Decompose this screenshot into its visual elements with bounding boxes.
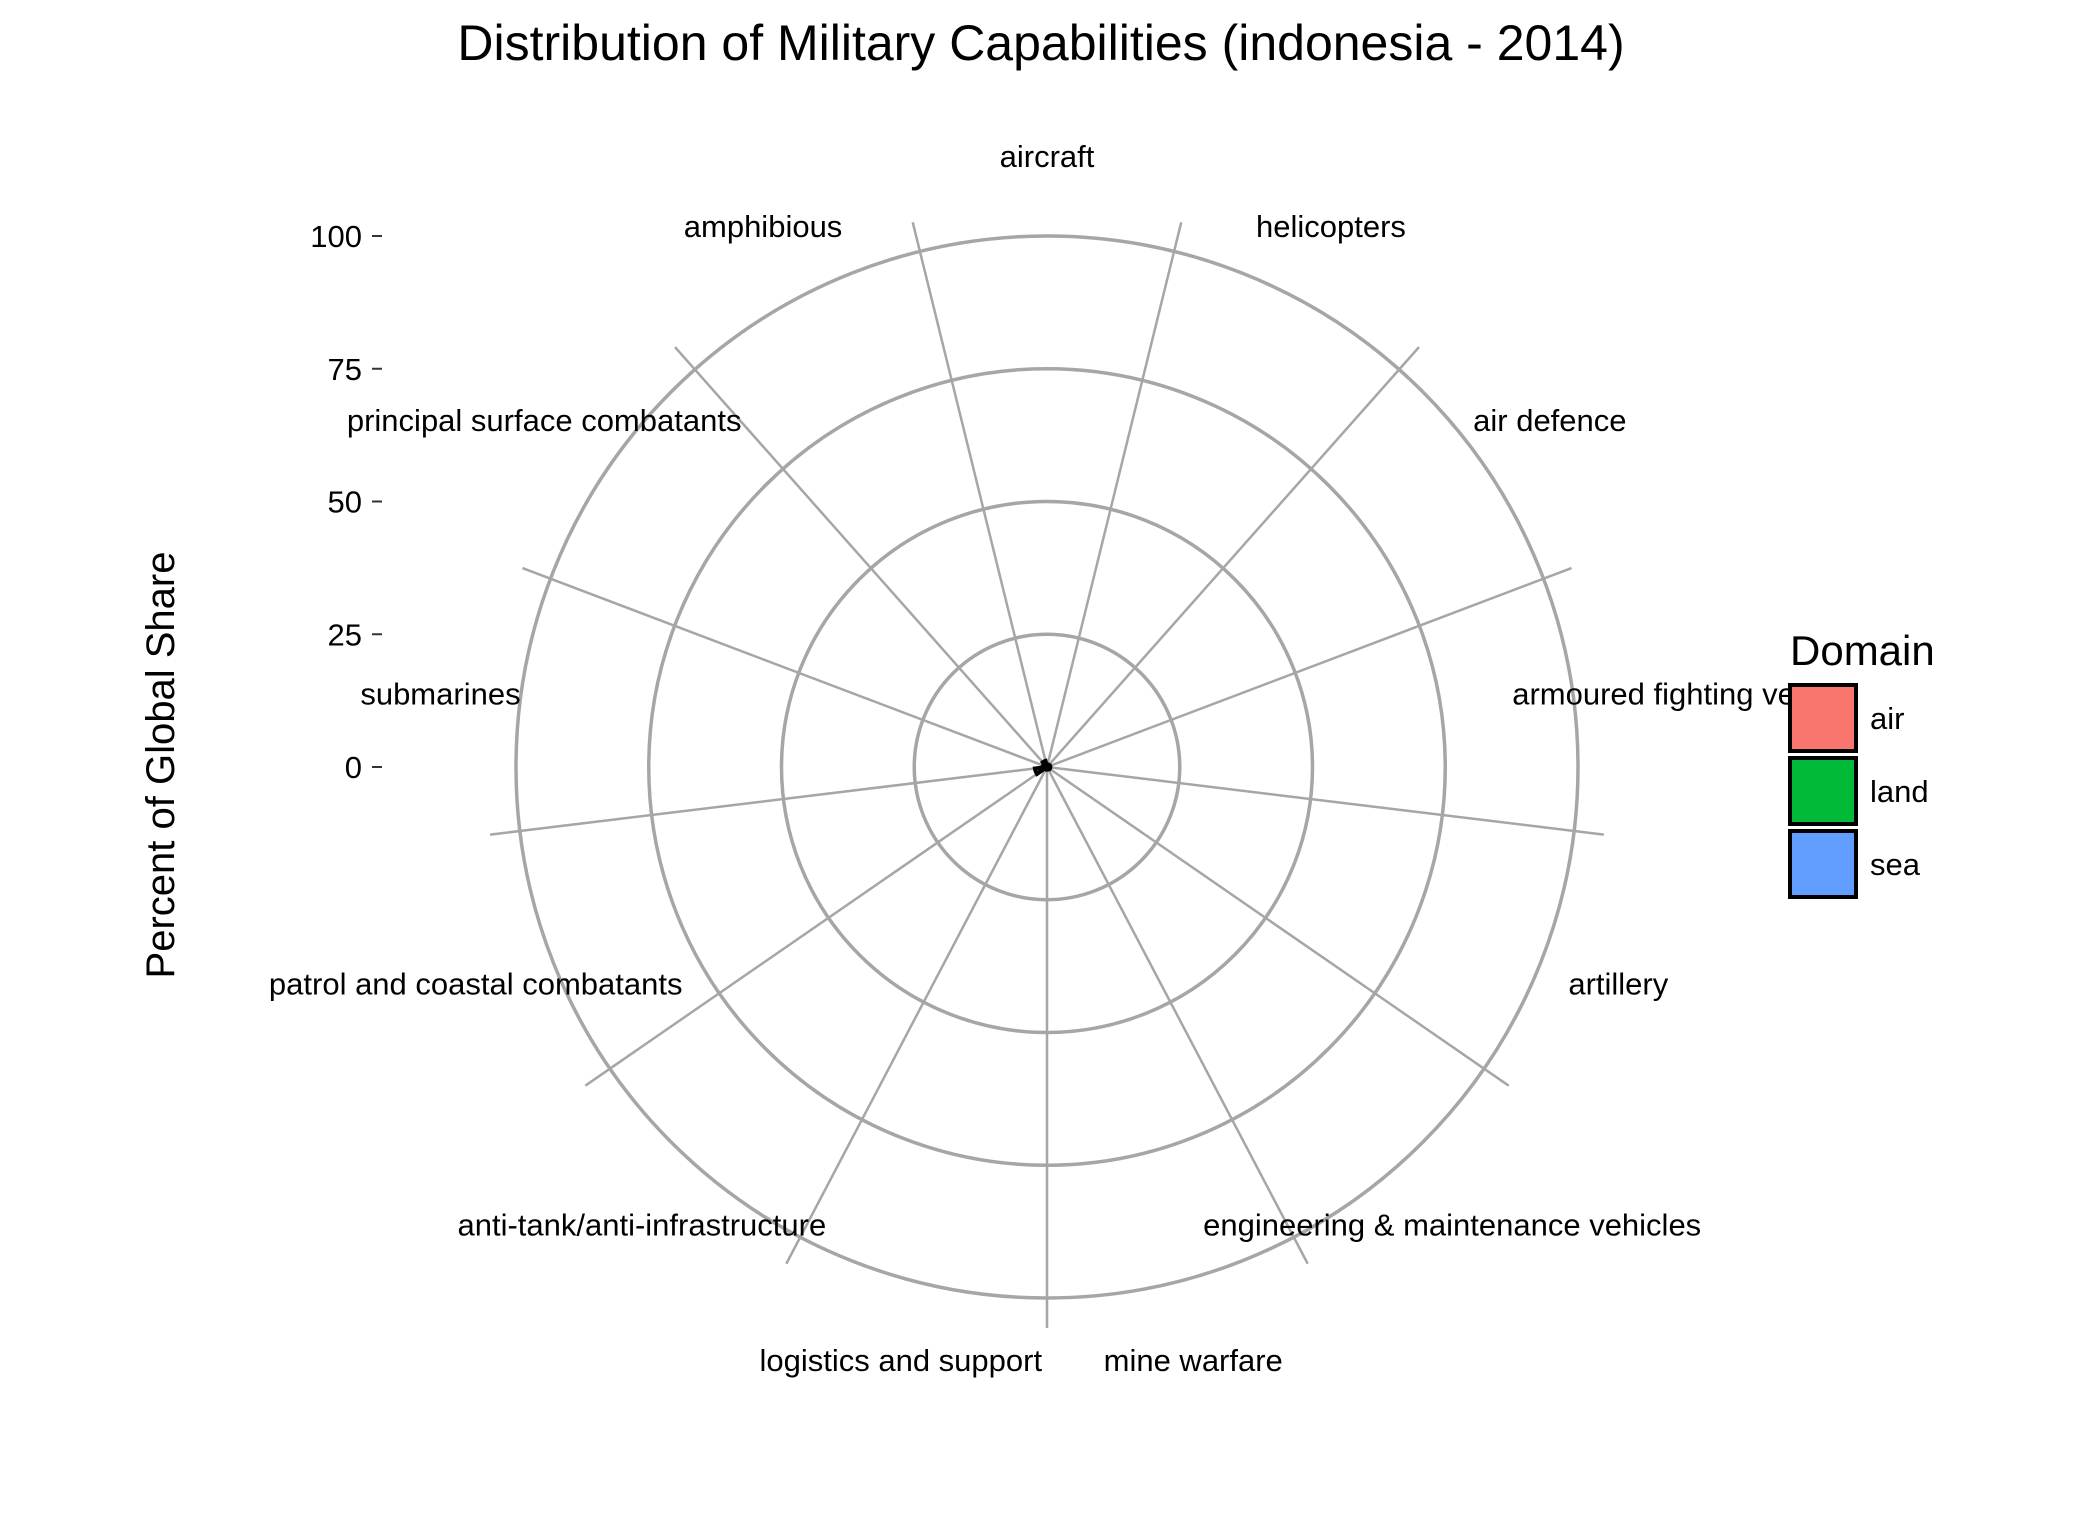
y-tick-label: 50 [328, 485, 362, 520]
bars [1032, 758, 1053, 777]
category-label: mine warfare [1104, 1343, 1283, 1378]
grid-spoke [522, 566, 1048, 769]
legend-title: Domain [1790, 627, 1935, 674]
legend-key-air [1788, 683, 1858, 753]
y-tick-label: 0 [345, 750, 362, 785]
grid-spoke [584, 765, 1048, 1087]
grid-spoke [1046, 566, 1572, 769]
category-label: patrol and coastal combatants [269, 967, 683, 1002]
legend: Domain air land sea [1788, 627, 1935, 899]
category-label: submarines [360, 676, 520, 711]
category-label: armoured fighting ve [1512, 676, 1795, 711]
category-label: engineering & maintenance vehicles [1203, 1207, 1701, 1242]
grid-spoke [1046, 346, 1420, 768]
category-label: aircraft [1000, 139, 1095, 174]
category-label: air defence [1473, 403, 1626, 438]
y-axis-label: Percent of Global Share [139, 552, 183, 979]
legend-label-air: air [1870, 701, 1904, 736]
grid-spoke [1045, 766, 1309, 1265]
category-label: anti-tank/anti-infrastructure [457, 1207, 826, 1242]
legend-key-land [1788, 756, 1858, 826]
legend-label-sea: sea [1870, 847, 1921, 882]
grid-spoke [1046, 765, 1510, 1087]
chart-title: Distribution of Military Capabilities (i… [457, 15, 1624, 71]
grid-spoke [489, 765, 1048, 836]
y-axis-ticks: 0 25 50 75 100 [310, 219, 382, 785]
polar-grid [489, 222, 1605, 1328]
y-tick-label: 100 [310, 219, 362, 254]
category-label: principal surface combatants [347, 403, 742, 438]
grid-spoke [1046, 765, 1605, 836]
grid-spoke [674, 346, 1048, 768]
bar-amphibious [1039, 758, 1049, 769]
category-labels: aircraft helicopters air defence armoured f… [269, 139, 1795, 1378]
grid-spoke [1045, 222, 1183, 768]
category-label: logistics and support [759, 1343, 1042, 1378]
category-label: helicopters [1256, 209, 1406, 244]
legend-label-land: land [1870, 774, 1929, 809]
category-label: amphibious [684, 209, 843, 244]
grid-spoke [911, 222, 1049, 768]
y-tick-label: 25 [328, 617, 362, 652]
category-label: artillery [1568, 967, 1668, 1002]
legend-key-sea [1788, 829, 1858, 899]
grid-spoke [785, 766, 1049, 1265]
y-tick-label: 75 [328, 352, 362, 387]
